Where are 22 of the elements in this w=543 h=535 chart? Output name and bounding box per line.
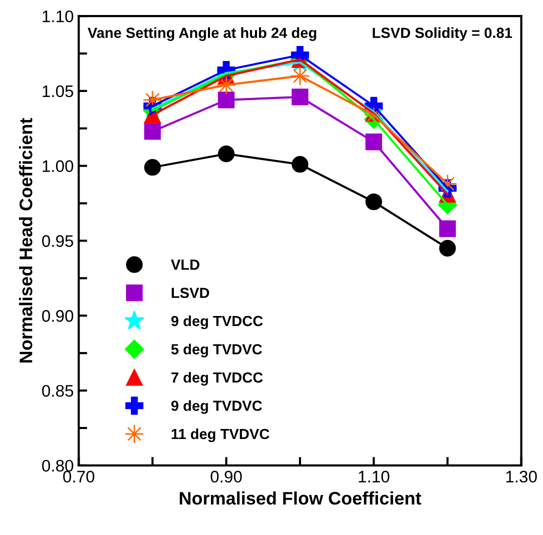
legend-label: VLD	[170, 260, 200, 270]
y-tick-label: 1.00	[42, 160, 74, 172]
annotation: LSVD Solidity = 0.81	[372, 27, 512, 41]
legend-label: 9 deg TVDCC	[171, 315, 263, 330]
legend-label: 5 deg TVDVC	[171, 344, 262, 358]
x-tick-label: 1.10	[358, 470, 390, 483]
y-axis-title: Normalised Head Coefficient	[19, 118, 32, 362]
y-tick-label: 0.90	[42, 310, 74, 322]
y-tick-label: 1.10	[42, 10, 74, 22]
x-tick-label: 1.30	[506, 470, 537, 483]
legend-label: 7 deg TVDCC	[171, 372, 263, 386]
y-tick-label: 0.95	[42, 235, 74, 247]
legend-label: LSVD	[172, 288, 210, 298]
y-tick-label: 0.80	[42, 460, 74, 472]
x-tick-label: 0.90	[210, 470, 242, 483]
x-tick-label: 0.70	[63, 470, 94, 483]
annotation: Vane Setting Angle at hub 24 deg	[88, 27, 316, 41]
legend-label: 9 deg TVDVC	[171, 400, 262, 414]
x-axis-title: Normalised Flow Coefficient	[180, 491, 422, 505]
y-tick-label: 0.85	[42, 384, 74, 397]
legend-label: 11 deg TVDVC	[172, 428, 270, 442]
y-tick-label: 1.05	[42, 85, 74, 98]
